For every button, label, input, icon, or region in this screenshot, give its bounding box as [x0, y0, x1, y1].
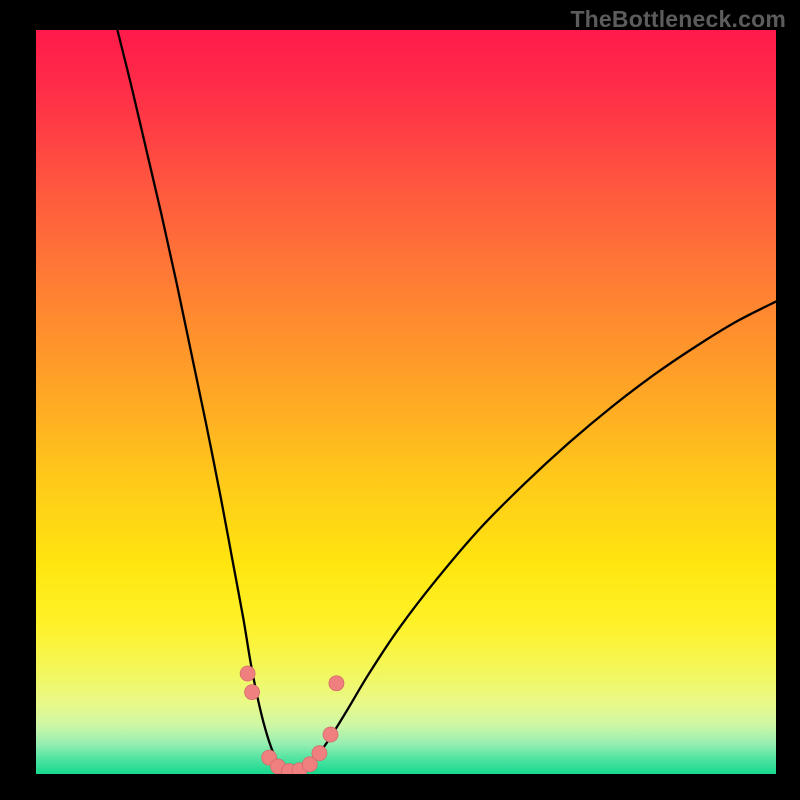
- watermark-text: TheBottleneck.com: [570, 6, 786, 33]
- data-marker: [329, 676, 344, 691]
- data-marker: [323, 727, 338, 742]
- data-marker: [240, 666, 255, 681]
- curve-right-branch: [291, 302, 776, 772]
- plot-area: [36, 30, 776, 774]
- plot-overlay-svg: [36, 30, 776, 774]
- data-marker: [245, 685, 260, 700]
- data-marker: [312, 746, 327, 761]
- curve-left-branch: [117, 30, 291, 772]
